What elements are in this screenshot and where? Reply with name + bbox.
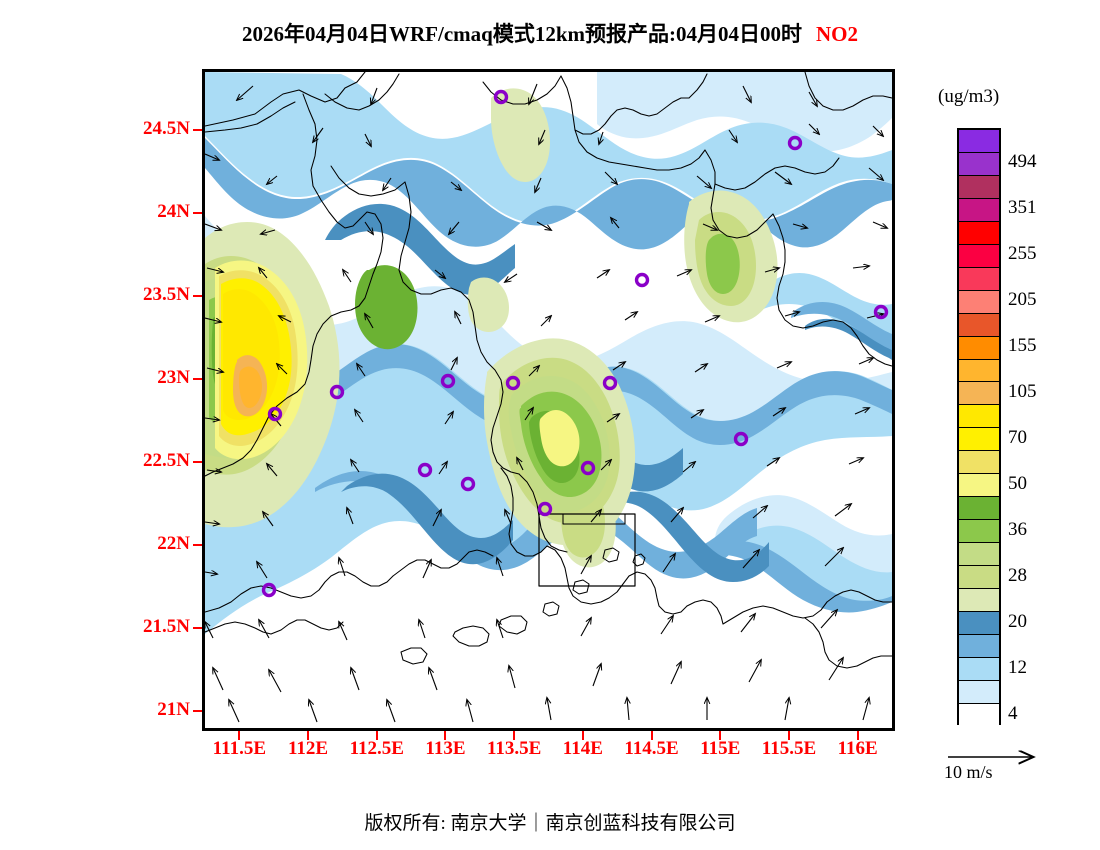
colorbar-tick-label: 105 [1008,381,1037,403]
colorbar[interactable] [957,128,1001,727]
x-axis-tick-label: 111.5E [212,738,266,759]
y-axis-tick-mark [193,295,202,298]
province-boundaries [205,72,892,669]
wind-vectors [205,83,887,723]
colorbar-band [959,405,999,429]
title-species-label: NO2 [816,22,858,46]
y-axis-tick-label: 21N [157,699,190,721]
x-axis-tick-label: 113E [425,738,466,759]
colorbar-band [959,589,999,613]
y-axis-tick-label: 22N [157,533,190,555]
colorbar-tick-label: 4 [1008,702,1018,724]
x-axis-tick-mark [238,731,241,740]
colorbar-band [959,152,999,176]
colorbar-band [959,359,999,383]
x-axis-tick-label: 116E [837,738,878,759]
y-axis-tick-label: 22.5N [143,450,190,472]
colorbar-band [959,336,999,360]
y-axis-tick-label: 23.5N [143,284,190,306]
colorbar-band [959,497,999,521]
colorbar-band [959,198,999,222]
contour-band-130 [239,366,262,408]
colorbar-band [959,566,999,590]
x-axis-tick-mark [719,731,722,740]
colorbar-units-label: (ug/m3) [938,86,1000,107]
y-axis-tick-label: 21.5N [143,616,190,638]
x-axis-tick-mark [307,731,310,740]
x-axis-tick-label: 115E [700,738,741,759]
colorbar-tick-label: 205 [1008,289,1037,311]
x-axis-tick-mark [856,731,859,740]
colorbar-band [959,703,999,727]
colorbar-tick-label: 351 [1008,197,1037,219]
y-axis-tick-label: 24N [157,201,190,223]
x-axis-tick-mark [513,731,516,740]
y-axis-tick-mark [193,129,202,132]
no2-concentration-map [205,72,892,728]
colorbar-band [959,474,999,498]
colorbar-band [959,382,999,406]
title-text: 2026年04月04日WRF/cmaq模式12km预报产品:04月04日00时 [242,22,802,46]
colorbar-tick-label: 36 [1008,518,1027,540]
y-axis-tick-mark [193,627,202,630]
y-axis-tick-mark [193,212,202,215]
colorbar-band [959,612,999,635]
y-axis-tick-mark [193,544,202,547]
colorbar-band [959,290,999,314]
y-axis-tick-label: 23N [157,367,190,389]
colorbar-band [959,680,999,704]
x-axis-tick-label: 113.5E [486,738,542,759]
colorbar-band [959,657,999,681]
colorbar-band [959,520,999,544]
page-title: 2026年04月04日WRF/cmaq模式12km预报产品:04月04日00时 N… [0,18,1100,48]
x-axis-tick-mark [650,731,653,740]
x-axis-tick-mark [581,731,584,740]
colorbar-tick-label: 70 [1008,426,1027,448]
x-axis-tick-label: 115.5E [761,738,817,759]
colorbar-band [959,244,999,268]
x-axis-tick-label: 114E [562,738,603,759]
colorbar-band [959,221,999,245]
x-axis-tick-label: 112E [287,738,329,759]
wind-scale-arrow-icon [948,745,1056,769]
colorbar-band [959,175,999,199]
colorbar-band [959,267,999,291]
map-plot-frame [202,69,895,731]
x-axis-tick-label: 114.5E [624,738,679,759]
colorbar-tick-label: 28 [1008,564,1027,586]
colorbar-tick-label: 494 [1008,151,1037,173]
colorbar-band [959,313,999,337]
colorbar-tick-label: 12 [1008,656,1027,678]
colorbar-band [959,543,999,567]
colorbar-band [959,130,999,153]
x-axis-tick-label: 112.5E [349,738,404,759]
y-axis-tick-label: 24.5N [143,118,190,140]
y-axis-tick-mark [193,378,202,381]
city-site-markers[interactable] [261,89,889,598]
y-axis-tick-mark [193,710,202,713]
colorbar-tick-label: 50 [1008,472,1027,494]
x-axis-tick-mark [375,731,378,740]
wind-scale-label: 10 m/s [944,762,993,782]
colorbar-band [959,634,999,658]
copyright-footer: 版权所有: 南京大学｜南京创蓝科技有限公司 [364,813,736,834]
x-axis-tick-mark [787,731,790,740]
y-axis-tick-mark [193,461,202,464]
colorbar-tick-label: 155 [1008,335,1037,357]
colorbar-band [959,428,999,452]
colorbar-band [959,451,999,475]
colorbar-tick-label: 20 [1008,610,1027,632]
x-axis-tick-mark [444,731,447,740]
colorbar-tick-label: 255 [1008,243,1037,265]
